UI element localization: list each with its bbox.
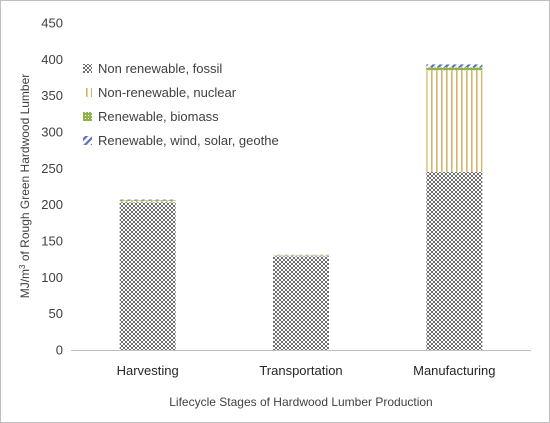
- legend-label: Renewable, wind, solar, geothe: [98, 133, 279, 148]
- y-tick-label: 200: [41, 197, 63, 212]
- legend-label: Non renewable, fossil: [98, 61, 222, 76]
- x-category-label: Transportation: [259, 363, 342, 378]
- y-tick-label: 0: [56, 343, 63, 358]
- y-tick-label: 50: [49, 306, 63, 321]
- legend-swatch: [83, 136, 92, 145]
- bar-segment: [119, 201, 176, 203]
- bar-segment: [273, 255, 329, 257]
- bar-segment: [119, 200, 176, 202]
- y-axis-title: MJ/m3 of Rough Green Hardwood Lumber: [18, 74, 32, 299]
- y-tick-label: 150: [41, 234, 63, 249]
- bar-segment: [273, 256, 329, 350]
- legend-swatch: [83, 112, 92, 121]
- x-axis-title: Lifecycle Stages of Hardwood Lumber Prod…: [169, 395, 432, 409]
- legend-label: Non-renewable, nuclear: [98, 85, 237, 100]
- y-tick-label: 450: [41, 16, 63, 31]
- bar-segment: [426, 67, 483, 71]
- bar-segment: [119, 202, 176, 350]
- legend-swatch: [83, 88, 92, 97]
- bar-segment: [426, 64, 483, 68]
- y-tick-label: 350: [41, 88, 63, 103]
- bar-segment: [426, 171, 483, 350]
- y-axis-title-text: MJ/m3 of Rough Green Hardwood Lumber: [18, 74, 32, 299]
- y-axis-tick-labels: 0 50 100 150 200 250 300 350 400 450: [41, 16, 63, 358]
- legend-swatch: [83, 64, 92, 73]
- legend-label: Renewable, biomass: [98, 109, 219, 124]
- y-tick-label: 400: [41, 52, 63, 67]
- legend: Non renewable, fossil Non-renewable, nucl…: [83, 61, 279, 148]
- y-tick-label: 250: [41, 161, 63, 176]
- x-axis-category-labels: Harvesting Transportation Manufacturing: [117, 363, 496, 378]
- y-tick-label: 300: [41, 125, 63, 140]
- x-category-label: Manufacturing: [413, 363, 495, 378]
- x-category-label: Harvesting: [117, 363, 179, 378]
- bars: [119, 64, 483, 350]
- bar-segment: [426, 70, 483, 172]
- y-tick-label: 100: [41, 270, 63, 285]
- bar-segment: [119, 199, 176, 201]
